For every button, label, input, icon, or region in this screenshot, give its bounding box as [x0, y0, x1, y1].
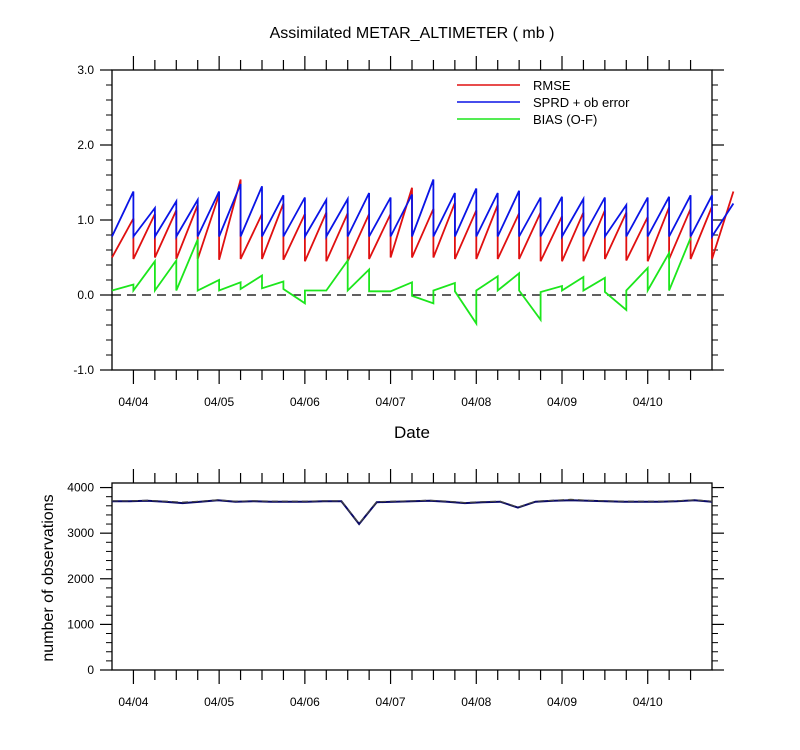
bottom-plot-frame: [111, 482, 713, 671]
bottom-xtick-label: 04/08: [461, 695, 491, 709]
top-xtick-label: 04/05: [204, 395, 234, 409]
bottom-xtick-label: 04/05: [204, 695, 234, 709]
top-x-axis-label: Date: [394, 423, 430, 442]
top-ytick-label: 1.0: [77, 213, 94, 227]
bottom-xtick-label: 04/04: [118, 695, 148, 709]
bottom-xtick-label: 04/07: [376, 695, 406, 709]
series-line-bias: [111, 237, 692, 327]
series-line-sprd: [111, 179, 735, 240]
bottom-ytick-label: 0: [87, 663, 94, 677]
bottom-ytick-label: 2000: [67, 572, 94, 586]
bottom-xtick-label: 04/06: [290, 695, 320, 709]
top-ytick-label: 2.0: [77, 138, 94, 152]
chart-legend: RMSE SPRD + ob error BIAS (O-F): [457, 78, 630, 127]
top-ytick-label: 3.0: [77, 63, 94, 77]
bottom-xtick-label: 04/09: [547, 695, 577, 709]
top-xtick-label: 04/09: [547, 395, 577, 409]
bottom-ytick-label: 1000: [67, 617, 94, 631]
bottom-xtick-label: 04/10: [633, 695, 663, 709]
legend-label-rmse: RMSE: [533, 78, 571, 93]
top-xtick-label: 04/04: [118, 395, 148, 409]
bottom-ytick-label: 3000: [67, 526, 94, 540]
top-xtick-label: 04/10: [633, 395, 663, 409]
obs-count-dashed-line: [112, 498, 713, 525]
top-chart-title: Assimilated METAR_ALTIMETER ( mb ): [270, 25, 555, 42]
top-xtick-label: 04/07: [376, 395, 406, 409]
legend-label-sprd: SPRD + ob error: [533, 95, 630, 110]
legend-label-bias: BIAS (O-F): [533, 112, 597, 127]
top-ytick-label: -1.0: [73, 363, 94, 377]
top-ytick-label: 0.0: [77, 288, 94, 302]
top-xtick-label: 04/08: [461, 395, 491, 409]
top-xtick-label: 04/06: [290, 395, 320, 409]
obs-count-line: [112, 499, 713, 526]
bottom-ytick-label: 4000: [67, 481, 94, 495]
bottom-plot-area: 0 1000 2000 3000 4000 04/04 04/05 04/06 04/07 04/…: [67, 469, 724, 709]
bottom-y-axis-label: number of observations: [40, 494, 57, 661]
top-plot-area: -1.0 0.0 1.0 2.0 3.0 04/04 04/05 04/06 04/07 04/0…: [73, 56, 735, 409]
